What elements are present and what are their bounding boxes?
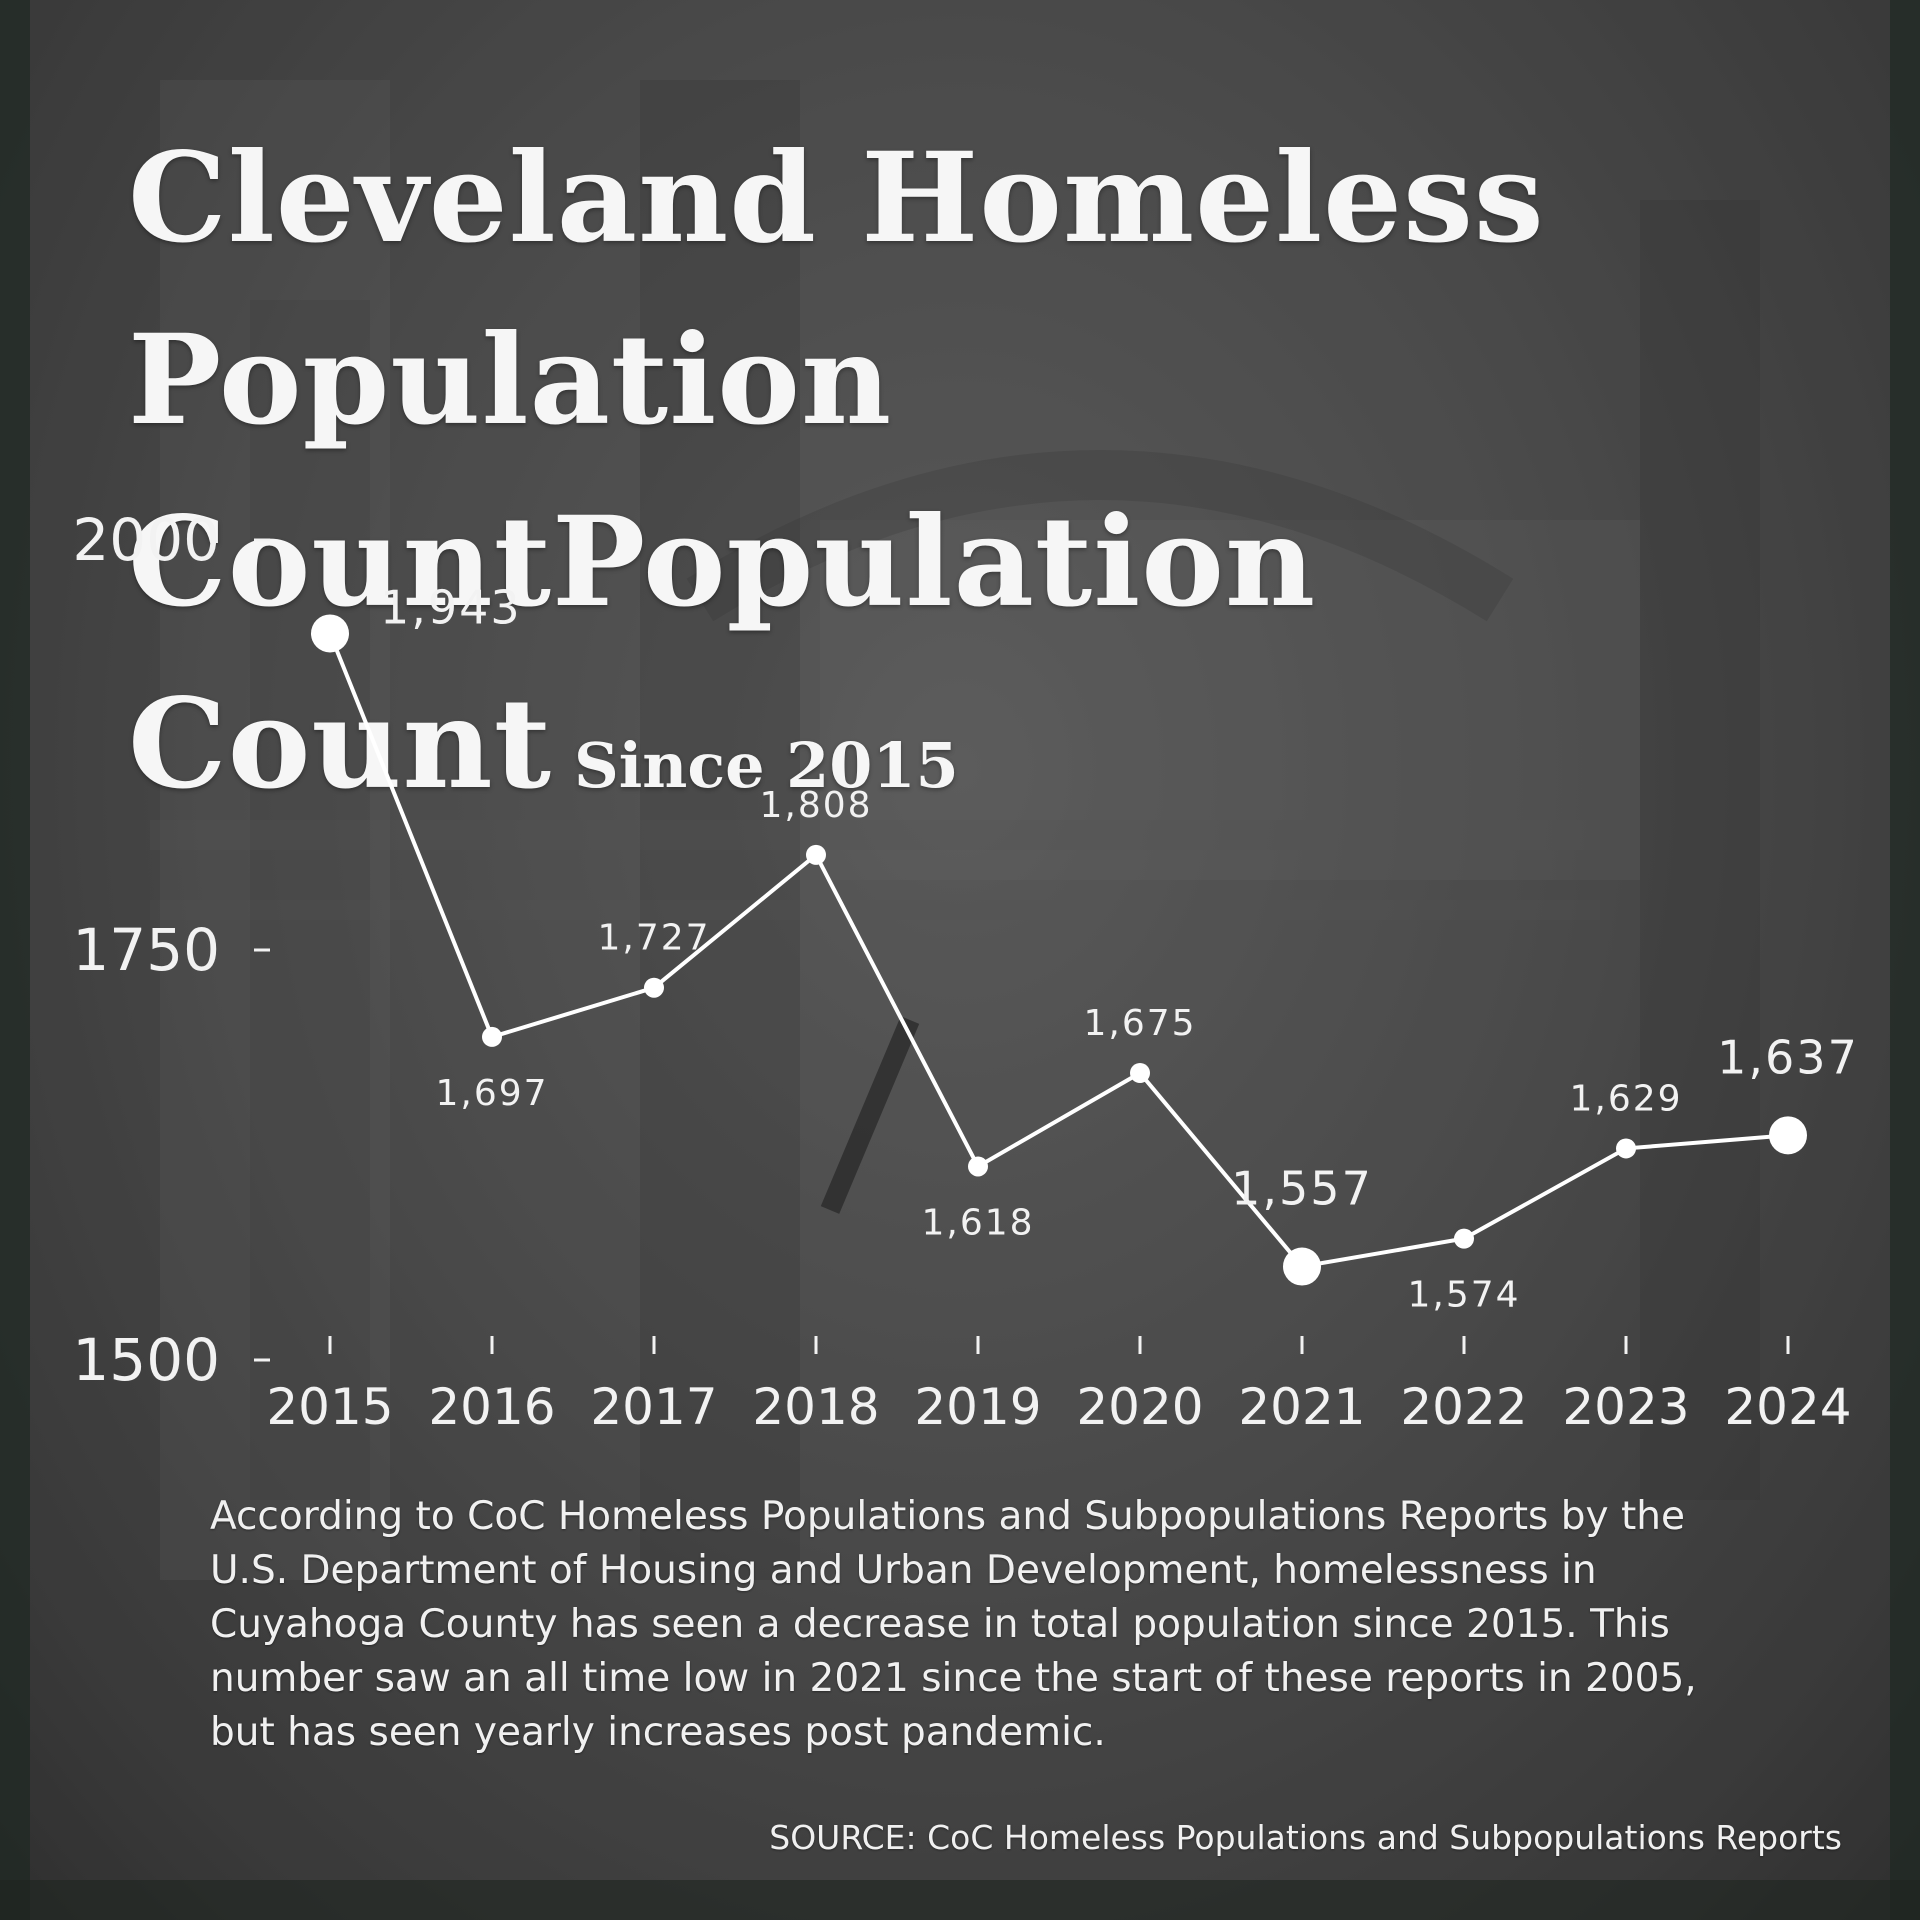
x-tick-label-2021: 2021: [1238, 1378, 1365, 1436]
data-point-2019: [968, 1156, 988, 1177]
data-point-2015: [311, 614, 349, 653]
data-label-2017: 1,727: [597, 918, 710, 959]
x-tick-label-2018: 2018: [752, 1378, 879, 1436]
data-label-2020: 1,675: [1083, 1003, 1196, 1044]
y-tick-label-2000: 2000: [72, 506, 220, 574]
x-tick-label-2017: 2017: [590, 1378, 717, 1436]
data-points: [311, 614, 1807, 1286]
data-point-2016: [482, 1026, 502, 1047]
data-point-2023: [1616, 1138, 1636, 1159]
data-label-2021: 1,557: [1231, 1162, 1373, 1216]
x-axis: 2015 2016 2017 2018 2019 2020 2021 2022 2023 2024: [266, 1336, 1852, 1436]
series-line: [328, 632, 1789, 1269]
data-label-2024: 1,637: [1717, 1030, 1859, 1084]
title-line-2: Population CountPopulation Count Since 20…: [128, 308, 1317, 817]
y-tick-label-1500: 1500: [72, 1326, 220, 1394]
data-point-2020: [1130, 1063, 1150, 1083]
x-tick-label-2015: 2015: [266, 1378, 393, 1436]
data-point-2018: [806, 844, 826, 865]
data-label-2016: 1,697: [435, 1073, 548, 1114]
data-label-2018: 1,808: [759, 785, 872, 826]
title-line-1: Cleveland Homeless: [128, 126, 1545, 271]
data-label-2022: 1,574: [1407, 1275, 1520, 1316]
data-point-2021: [1283, 1247, 1321, 1286]
data-label-2015: 1,943: [380, 580, 522, 634]
x-tick-label-2016: 2016: [428, 1378, 555, 1436]
data-label-2023: 1,629: [1569, 1078, 1682, 1119]
data-point-2022: [1454, 1228, 1474, 1249]
data-point-2024: [1769, 1116, 1807, 1155]
source-note: SOURCE: CoC Homeless Populations and Sub…: [769, 1818, 1842, 1857]
x-tick-label-2023: 2023: [1562, 1378, 1689, 1436]
x-tick-label-2022: 2022: [1400, 1378, 1527, 1436]
data-labels: 1,943 1,697 1,727 1,808 1,618 1,675 1,557 1,574…: [380, 580, 1859, 1316]
data-label-2019: 1,618: [921, 1202, 1034, 1243]
data-point-2017: [644, 977, 664, 998]
y-axis: 1500 1750 2000: [72, 506, 270, 1394]
chart-title: Cleveland Homeless Population CountPopul…: [128, 108, 1828, 857]
chart-subtitle: Since 2015: [573, 729, 959, 802]
x-tick-label-2019: 2019: [914, 1378, 1041, 1436]
x-tick-label-2020: 2020: [1076, 1378, 1203, 1436]
x-tick-label-2024: 2024: [1724, 1378, 1851, 1436]
description-text: According to CoC Homeless Populations an…: [210, 1494, 1697, 1755]
y-tick-label-1750: 1750: [72, 916, 220, 984]
